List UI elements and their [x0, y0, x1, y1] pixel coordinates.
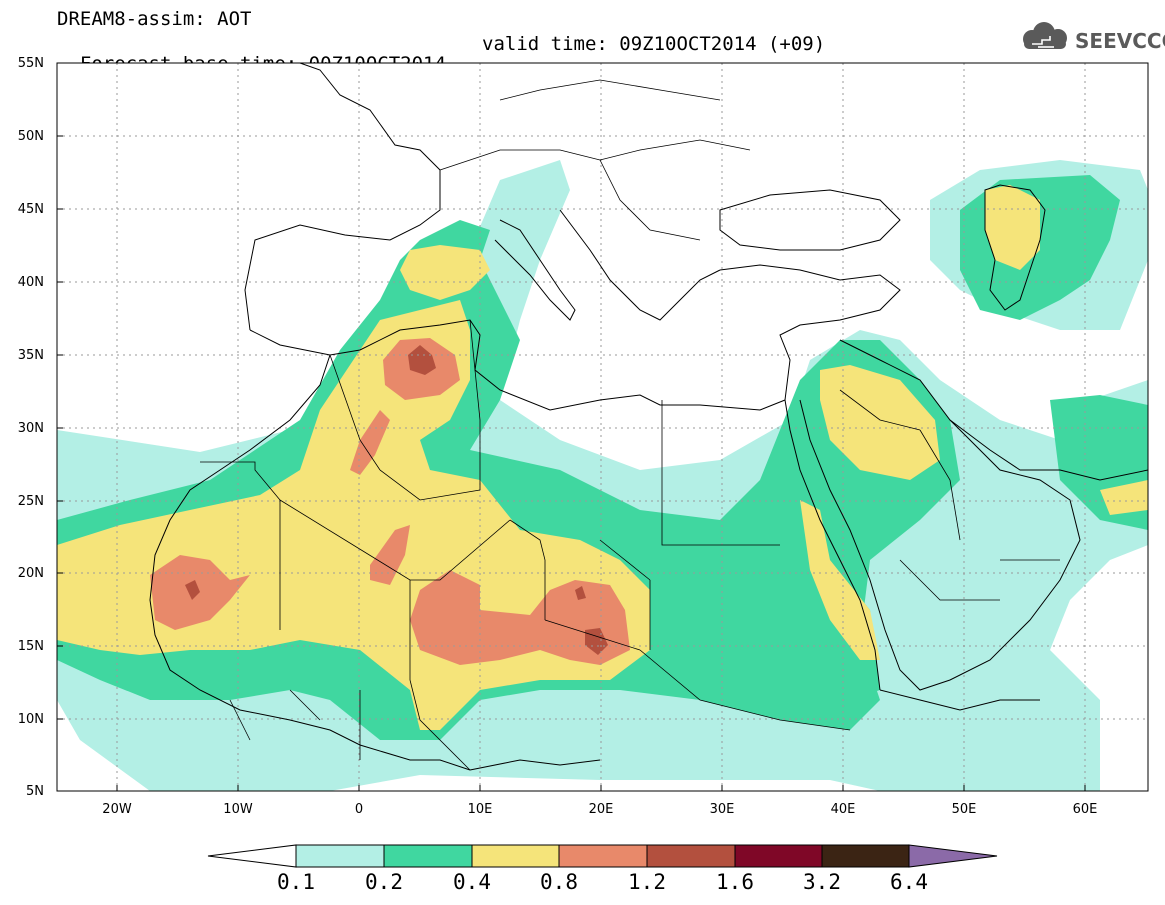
lat-label: 30N: [17, 421, 44, 436]
lon-label: 40E: [830, 802, 856, 817]
colorbar-segment: [558, 844, 648, 868]
lat-label: 20N: [17, 566, 44, 581]
lon-label: 10W: [223, 802, 253, 817]
colorbar-label: 1.2: [628, 870, 666, 894]
colorbar-label: 1.6: [716, 870, 754, 894]
colorbar-label: 0.2: [365, 870, 403, 894]
lon-label: 30E: [709, 802, 735, 817]
map-frame: [56, 62, 1149, 792]
graticule: [57, 63, 1148, 791]
colorbar-label: 0.8: [540, 870, 578, 894]
lon-label: 20E: [588, 802, 614, 817]
colorbar-segment: [734, 844, 823, 868]
lat-label: 25N: [17, 494, 44, 509]
lon-label: 50E: [951, 802, 977, 817]
colorbar-high-arrow: [908, 844, 998, 868]
lat-label: 40N: [17, 275, 44, 290]
logo-text: SEEVCCC: [1075, 29, 1165, 53]
lat-label: 45N: [17, 202, 44, 217]
colorbar-segment: [646, 844, 736, 868]
lat-label: 50N: [17, 129, 44, 144]
colorbar-low-arrow: [207, 844, 297, 868]
lon-label: 60E: [1072, 802, 1098, 817]
colorbar-label: 3.2: [803, 870, 841, 894]
lon-label: 20W: [102, 802, 132, 817]
lat-label: 35N: [17, 348, 44, 363]
lat-label: 5N: [26, 784, 44, 799]
colorbar-segment: [471, 844, 560, 868]
colorbar-segment: [383, 844, 473, 868]
lon-label: 10E: [467, 802, 493, 817]
colorbar-label: 0.1: [277, 870, 315, 894]
valid-time: valid time: 09Z10OCT2014 (+09): [482, 33, 826, 55]
colorbar-label: 6.4: [890, 870, 928, 894]
axis-ticks: [57, 62, 1086, 791]
lat-label: 10N: [17, 712, 44, 727]
lon-label: 0: [354, 802, 364, 817]
colorbar-segment: [821, 844, 910, 868]
colorbar-label: 0.4: [453, 870, 491, 894]
map-title: DREAM8-assim: AOT: [57, 8, 252, 30]
colorbar-segment: [295, 844, 385, 868]
aot-band-0.8: [150, 338, 630, 665]
lat-label: 15N: [17, 639, 44, 654]
cloud-logo-icon: [1023, 22, 1067, 49]
country-borders: [200, 79, 1060, 771]
lat-label: 55N: [17, 56, 44, 71]
